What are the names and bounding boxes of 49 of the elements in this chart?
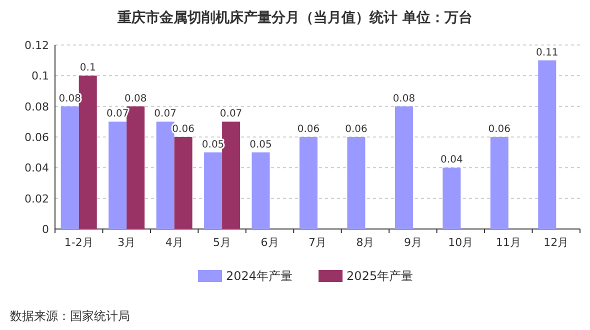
x-tick-label: 9月 [404,236,422,249]
data-label: 0.05 [250,139,272,150]
bar [174,137,192,229]
y-tick-label: 0 [42,223,49,236]
data-label: 0.1 [80,62,96,74]
bar [156,122,174,229]
bar [108,122,127,229]
bar [347,137,366,229]
data-label: 0.06 [172,124,194,135]
y-tick-label: 0.12 [24,39,49,52]
y-tick-label: 0.06 [24,131,49,144]
y-tick-label: 0.1 [32,70,49,83]
x-tick-label: 10月 [448,236,474,249]
y-tick-label: 0.08 [24,100,49,114]
x-tick-label: 12月 [544,236,569,249]
x-tick-label: 1-2月 [64,236,94,249]
data-label: 0.08 [392,93,416,104]
bar [394,106,413,229]
legend-label: 2024年产量 [226,269,293,283]
legend-label: 2025年产量 [346,269,414,283]
x-tick-label: 5月 [213,236,232,249]
chart-title: 重庆市金属切削机床产量分月（当月值）统计 单位：万台 [116,9,472,26]
x-tick-label: 8月 [356,236,374,249]
x-tick-label: 11月 [496,236,521,249]
bar [538,60,556,229]
data-label: 0.06 [488,124,511,135]
bar [204,152,222,229]
bar [126,106,145,229]
data-label: 0.04 [440,154,463,166]
bar [252,152,270,229]
data-label: 0.06 [345,124,368,135]
x-tick-label: 6月 [260,236,279,249]
data-label: 0.06 [297,124,320,135]
data-label: 0.07 [154,108,176,120]
y-tick-label: 0.04 [24,162,49,175]
x-tick-label: 4月 [165,236,184,249]
x-tick-label: 3月 [118,236,136,249]
bar [60,106,79,229]
data-label: 0.07 [220,108,242,120]
source-note: 数据来源：国家统计局 [10,309,130,323]
data-label: 0.08 [124,93,147,104]
bar [222,122,240,229]
bar [78,76,97,229]
bar [442,168,461,229]
y-tick-label: 0.02 [24,192,49,206]
bar [300,137,318,229]
x-tick-label: 7月 [308,236,326,249]
data-label: 0.11 [536,47,558,58]
bar [490,137,508,229]
